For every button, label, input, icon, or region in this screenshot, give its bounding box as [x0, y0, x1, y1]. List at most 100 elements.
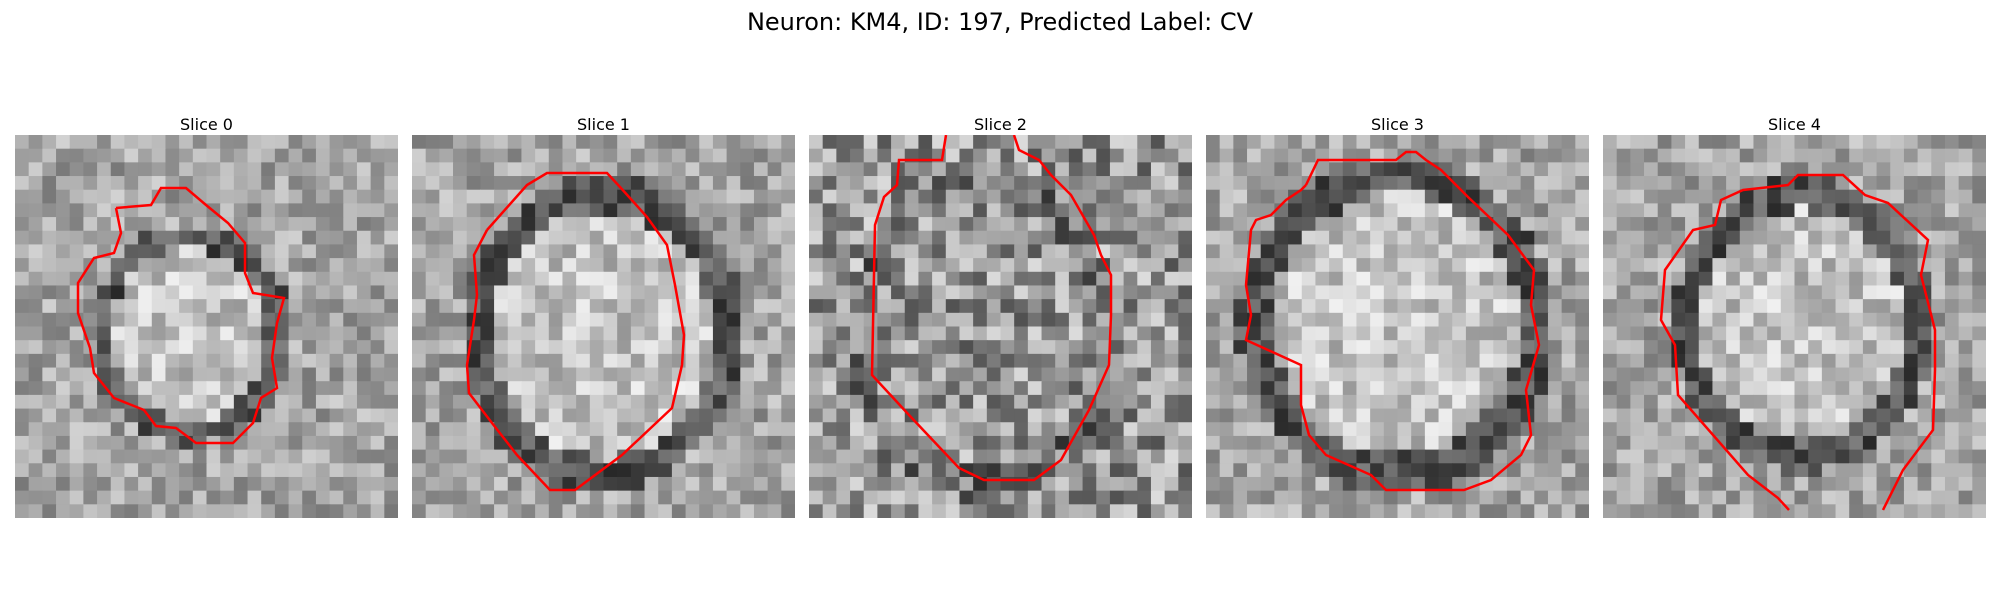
image-pixel [1109, 490, 1125, 505]
image-pixel [1247, 340, 1262, 355]
image-pixel [288, 203, 303, 218]
image-pixel [767, 422, 782, 437]
image-pixel [1603, 285, 1618, 300]
image-pixel [56, 312, 71, 328]
image-pixel [1958, 408, 1973, 423]
image-pixel [658, 148, 673, 163]
image-pixel [206, 162, 221, 177]
image-pixel [1849, 490, 1864, 505]
image-pixel [1644, 271, 1659, 287]
image-pixel [1972, 299, 1986, 314]
image-pixel [1520, 312, 1535, 328]
image-pixel [932, 312, 947, 328]
image-pixel [904, 176, 920, 191]
image-pixel [822, 449, 837, 464]
image-pixel [986, 449, 1002, 464]
image-pixel [576, 271, 591, 287]
image-pixel [1274, 449, 1289, 464]
pixel-grid [412, 135, 795, 518]
image-pixel [1356, 285, 1371, 300]
image-pixel [1096, 340, 1111, 355]
image-pixel [904, 394, 920, 410]
image-pixel [412, 435, 427, 451]
image-pixel [1972, 367, 1986, 382]
image-pixel [507, 449, 523, 464]
image-pixel [1027, 353, 1043, 369]
image-pixel [1780, 340, 1796, 355]
image-pixel [726, 435, 741, 451]
image-pixel [1644, 394, 1659, 410]
image-pixel [1233, 312, 1248, 328]
image-pixel [1055, 230, 1070, 246]
image-pixel [1260, 353, 1275, 369]
image-pixel [740, 135, 755, 150]
image-pixel [1972, 408, 1986, 423]
image-pixel [863, 504, 878, 518]
image-pixel [1944, 326, 1960, 341]
image-pixel [809, 504, 824, 518]
image-pixel [69, 340, 84, 355]
image-pixel [1027, 162, 1043, 177]
image-pixel [1356, 176, 1371, 191]
image-pixel [863, 449, 878, 464]
image-pixel [329, 258, 344, 273]
slice-panel-2: Slice 2 [809, 115, 1192, 518]
image-pixel [863, 135, 878, 150]
image-pixel [83, 476, 98, 492]
image-pixel [1397, 326, 1412, 341]
image-pixel [343, 435, 358, 451]
image-pixel [1123, 244, 1138, 259]
image-pixel [1137, 449, 1152, 464]
image-pixel [274, 490, 290, 505]
image-pixel [1698, 340, 1714, 355]
image-pixel [274, 326, 290, 341]
image-pixel [261, 476, 276, 492]
image-pixel [630, 299, 646, 314]
image-pixel [425, 176, 440, 191]
image-pixel [644, 258, 659, 273]
image-pixel [83, 217, 98, 232]
image-pixel [1630, 176, 1645, 191]
image-pixel [1657, 490, 1672, 505]
image-pixel [28, 162, 43, 177]
image-pixel [1329, 258, 1344, 273]
image-pixel [302, 381, 317, 396]
image-pixel [1356, 271, 1371, 287]
image-pixel [1520, 353, 1535, 369]
image-pixel [1712, 176, 1727, 191]
image-pixel [1739, 135, 1755, 150]
image-pixel [274, 422, 290, 437]
image-pixel [439, 258, 454, 273]
image-pixel [1233, 449, 1248, 464]
image-pixel [1096, 435, 1111, 451]
image-pixel [192, 422, 208, 437]
image-pixel [384, 285, 398, 300]
image-pixel [42, 217, 57, 232]
image-pixel [1247, 422, 1262, 437]
image-pixel [1821, 394, 1837, 410]
image-pixel [15, 463, 30, 478]
image-pixel [412, 285, 427, 300]
image-pixel [124, 435, 139, 451]
image-pixel [863, 408, 878, 423]
image-pixel [521, 463, 536, 478]
image-pixel [562, 299, 577, 314]
image-pixel [959, 285, 974, 300]
image-pixel [1958, 189, 1973, 204]
image-pixel [439, 394, 454, 410]
image-pixel [220, 312, 235, 328]
image-pixel [1753, 340, 1768, 355]
image-pixel [1274, 189, 1289, 204]
image-pixel [220, 285, 235, 300]
image-pixel [412, 408, 427, 423]
image-pixel [1342, 189, 1358, 204]
image-pixel [932, 394, 947, 410]
image-pixel [1726, 408, 1741, 423]
image-pixel [781, 230, 795, 246]
image-pixel [904, 353, 920, 369]
image-pixel [480, 367, 495, 382]
image-pixel [343, 422, 358, 437]
image-pixel [466, 449, 481, 464]
image-pixel [603, 422, 618, 437]
image-pixel [1109, 422, 1125, 437]
